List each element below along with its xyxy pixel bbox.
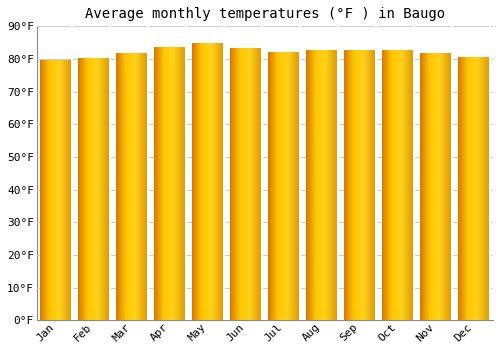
Title: Average monthly temperatures (°F ) in Baugo: Average monthly temperatures (°F ) in Ba… xyxy=(85,7,445,21)
